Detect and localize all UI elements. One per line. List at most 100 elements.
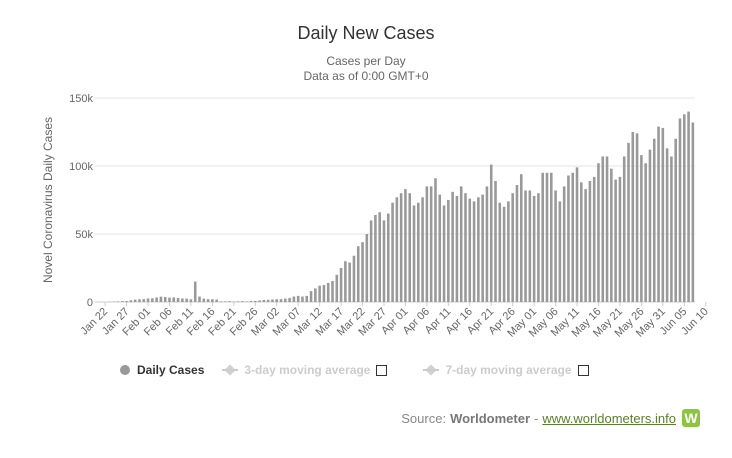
legend-checkbox-7day-average[interactable] [577,364,589,376]
bar[interactable] [661,127,665,302]
bar[interactable] [404,189,407,302]
bar[interactable] [515,185,519,302]
bar[interactable] [464,193,467,302]
bar[interactable] [687,111,690,302]
bar[interactable] [318,285,321,302]
bar[interactable] [361,242,364,302]
bar[interactable] [189,299,193,302]
bar[interactable] [279,299,283,302]
bar[interactable] [498,202,502,302]
bar[interactable] [172,297,176,302]
bar[interactable] [507,201,510,302]
bar[interactable] [284,298,287,302]
bar[interactable] [262,299,266,302]
bar[interactable] [228,301,231,302]
bar[interactable] [219,301,223,302]
bar[interactable] [206,299,210,302]
bar[interactable] [241,301,244,302]
bar[interactable] [528,190,532,302]
bar[interactable] [352,255,356,302]
bar[interactable] [378,212,381,302]
bar[interactable] [326,282,330,302]
bar[interactable] [369,220,373,302]
bar[interactable] [309,291,313,302]
legend-item-daily-cases[interactable]: Daily Cases [120,363,204,377]
bar[interactable] [601,156,605,302]
bar[interactable] [558,201,562,302]
bar[interactable] [202,298,206,302]
bar[interactable] [665,148,669,302]
bar[interactable] [610,168,613,302]
bar[interactable] [652,138,656,302]
bar[interactable] [185,298,188,302]
bar[interactable] [447,200,450,302]
bar[interactable] [211,299,214,302]
bar[interactable] [391,202,394,302]
bar[interactable] [339,268,343,302]
bar[interactable] [236,301,240,302]
bar[interactable] [519,174,523,302]
bar[interactable] [571,172,575,302]
bar[interactable] [249,301,253,302]
bar[interactable] [648,149,652,302]
bar[interactable] [176,297,180,302]
bar[interactable] [125,301,128,302]
bar[interactable] [635,133,639,302]
legend-item-3day-average[interactable]: 3-day moving average [222,363,405,377]
bar[interactable] [524,190,527,302]
bar[interactable] [438,194,442,302]
bar[interactable] [155,297,158,302]
bar[interactable] [532,195,536,302]
bar[interactable] [592,176,596,302]
bar[interactable] [670,156,673,302]
bar[interactable] [288,297,291,302]
bar[interactable] [678,118,682,303]
bar[interactable] [481,194,484,302]
bar[interactable] [331,280,334,302]
bar[interactable] [116,301,120,302]
bar[interactable] [425,186,429,302]
bar[interactable] [301,296,304,302]
bar[interactable] [511,193,514,302]
bar[interactable] [266,299,270,302]
bar[interactable] [494,180,497,302]
bar[interactable] [640,155,643,302]
bar[interactable] [146,298,150,302]
bar[interactable] [215,299,218,302]
bar[interactable] [554,190,557,302]
bar[interactable] [335,274,339,302]
bar[interactable] [622,156,626,302]
bar[interactable] [382,220,386,302]
bar[interactable] [485,186,489,302]
bar[interactable] [296,295,300,302]
bar[interactable] [412,205,416,302]
bar[interactable] [395,197,399,302]
bar[interactable] [545,172,549,302]
bar[interactable] [417,202,420,302]
bar[interactable] [451,191,454,302]
bar[interactable] [429,186,433,302]
bar[interactable] [193,281,197,302]
bar[interactable] [597,163,600,302]
bar[interactable] [271,299,274,302]
bar[interactable] [468,198,472,302]
bar[interactable] [674,138,677,302]
bar[interactable] [275,299,279,302]
worldometer-logo-icon[interactable]: W [682,409,700,427]
bar[interactable] [442,205,446,302]
bar[interactable] [322,285,326,302]
bar[interactable] [129,300,133,302]
bar[interactable] [562,186,566,302]
bar[interactable] [434,178,437,302]
bar[interactable] [356,246,360,302]
bar[interactable] [472,201,476,302]
bar[interactable] [644,163,647,302]
bar[interactable] [691,122,695,302]
bar[interactable] [305,295,309,302]
legend-checkbox-3day-average[interactable] [376,364,388,376]
source-link[interactable]: www.worldometers.info [542,410,676,426]
bar[interactable] [198,296,201,302]
bar[interactable] [133,299,137,302]
bar[interactable] [163,296,167,302]
bar[interactable] [682,114,686,302]
